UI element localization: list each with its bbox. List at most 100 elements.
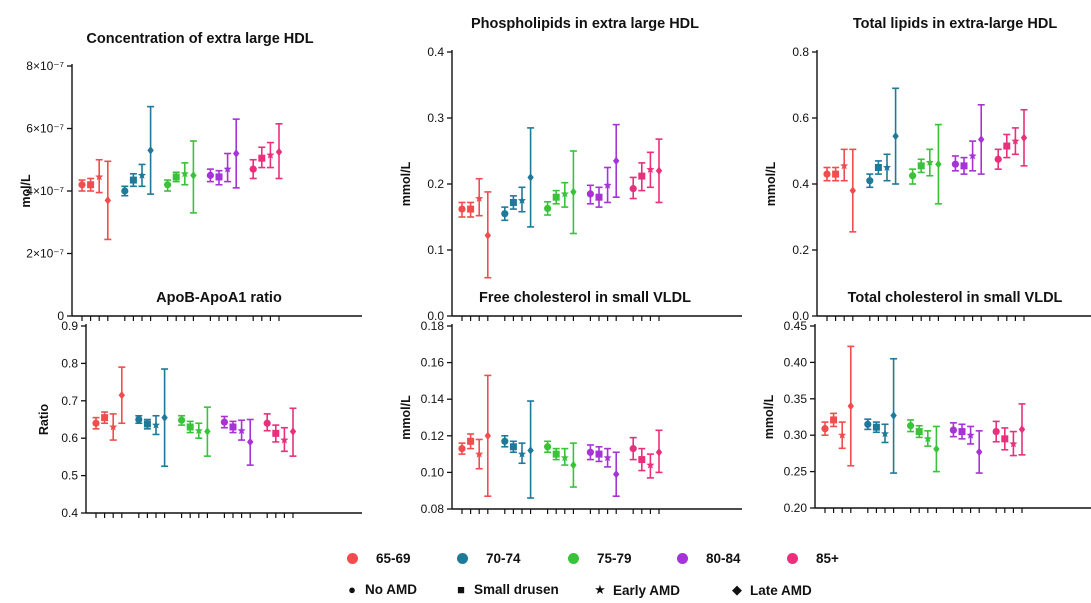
chart-title: Total lipids in extra-large HDL	[853, 16, 1058, 32]
y-tick-label: 0.35	[784, 392, 808, 406]
chart-panel-1: Concentration of extra large HDL mol/L 0 2×…	[19, 31, 362, 323]
chart-panel-5: Free cholesterol in small VLDL mmol/L 0.08…	[399, 290, 742, 516]
y-tick-label: 0.10	[421, 465, 445, 479]
color-dot-icon	[457, 553, 468, 564]
point-75-79-square	[552, 450, 560, 458]
point-65-69-diamond	[849, 186, 856, 195]
point-80-84-square	[215, 173, 223, 181]
point-85+-diamond	[655, 448, 663, 457]
point-70-74-diamond	[161, 413, 168, 422]
point-75-79-diamond	[933, 444, 940, 454]
point-65-69-star	[95, 172, 104, 181]
y-tick-label: 0.25	[784, 465, 808, 479]
point-75-79-circle	[544, 443, 552, 451]
color-dot-icon	[347, 553, 358, 564]
point-65-69-circle	[458, 205, 466, 213]
point-65-69-star	[838, 431, 847, 439]
point-85+-square	[1001, 435, 1009, 443]
point-75-79-square	[172, 173, 180, 181]
point-80-84-diamond	[613, 470, 620, 479]
legend-item-no-amd: ● No AMD	[345, 582, 417, 597]
point-75-79-circle	[544, 204, 552, 213]
legend-label: Late AMD	[750, 582, 812, 598]
point-70-74-circle	[501, 437, 509, 445]
point-85+-star	[646, 165, 655, 173]
point-85+-circle	[249, 165, 257, 173]
point-65-69-circle	[458, 445, 466, 453]
y-tick-label: 0.4	[61, 506, 78, 520]
legend-label: 80-84	[706, 551, 741, 566]
chart-panel-3: Total lipids in extra-large HDL mmol/L 0.0…	[764, 16, 1091, 323]
point-80-84-circle	[206, 171, 214, 179]
point-85+-circle	[629, 185, 637, 193]
point-70-74-circle	[121, 187, 129, 195]
legend-item-65-69: 65-69	[347, 551, 411, 566]
y-tick-label: 4×10⁻⁷	[26, 184, 64, 198]
y-tick-label: 0.12	[421, 429, 445, 443]
legend-label: 75-79	[597, 551, 632, 566]
point-75-79-star	[560, 189, 569, 198]
point-80-84-diamond	[978, 135, 985, 144]
point-65-69-diamond	[484, 431, 491, 440]
point-65-69-circle	[78, 181, 86, 189]
y-tick-label: 0.40	[784, 355, 808, 369]
point-65-69-diamond	[104, 196, 111, 205]
point-65-69-diamond	[484, 231, 491, 240]
point-85+-circle	[629, 445, 637, 453]
y-tick-label: 0.20	[784, 501, 808, 515]
point-65-69-circle	[92, 419, 100, 427]
point-75-79-square	[917, 162, 925, 170]
square-icon: ■	[457, 582, 465, 597]
y-tick-label: 0.8	[61, 356, 78, 370]
point-70-74-star	[518, 449, 526, 458]
color-dot-icon	[568, 553, 579, 564]
point-80-84-square	[595, 450, 603, 458]
y-tick-label: 0.2	[427, 177, 444, 191]
point-70-74-diamond	[147, 146, 154, 155]
chart-title: Free cholesterol in small VLDL	[479, 290, 691, 306]
point-80-84-diamond	[247, 437, 254, 447]
point-65-69-star	[475, 194, 484, 202]
chart-panel-6: Total cholesterol in small VLDL mmol/L 0.2…	[762, 290, 1091, 515]
point-75-79-diamond	[204, 427, 211, 436]
y-tick-label: 0.30	[784, 428, 808, 442]
point-80-84-circle	[586, 190, 595, 198]
point-65-69-star	[475, 449, 484, 458]
point-85+-star	[1011, 136, 1020, 145]
point-70-74-square	[874, 164, 882, 171]
point-85+-square	[638, 172, 646, 180]
point-65-69-square	[830, 416, 838, 424]
point-70-74-diamond	[892, 131, 899, 141]
point-75-79-star	[923, 434, 932, 443]
y-axis-label: mmol/L	[399, 161, 413, 206]
point-80-84-star	[223, 164, 232, 173]
point-85+-square	[258, 154, 266, 162]
point-80-84-circle	[220, 418, 228, 426]
chart-title: Concentration of extra large HDL	[86, 31, 313, 47]
legend-item-75-79: 75-79	[568, 551, 632, 566]
point-70-74-square	[143, 420, 151, 428]
legend-item-late-amd: ◆ Late AMD	[730, 582, 812, 598]
point-80-84-star	[966, 431, 975, 439]
point-65-69-circle	[823, 170, 831, 178]
point-85+-diamond	[655, 166, 663, 175]
point-65-69-square	[467, 205, 475, 213]
point-85+-diamond	[1018, 425, 1026, 434]
point-65-69-star	[109, 422, 118, 431]
legend-item-85+: 85+	[787, 551, 839, 566]
point-70-74-circle	[135, 415, 143, 424]
point-85+-square	[272, 429, 280, 437]
point-80-84-star	[968, 151, 977, 160]
point-75-79-diamond	[570, 460, 577, 470]
point-70-74-square	[509, 443, 517, 451]
y-tick-label: 0.08	[421, 502, 445, 516]
legend-item-small-drusen: ■ Small drusen	[454, 582, 559, 597]
point-85+-star	[1009, 439, 1018, 448]
point-85+-star	[280, 435, 289, 444]
figure-canvas: Concentration of extra large HDL mol/L 0 2×…	[19, 16, 1091, 520]
y-tick-label: 0.14	[421, 392, 445, 406]
chart-panel-2: Phospholipids in extra large HDL mmol/L 0.…	[399, 16, 742, 323]
point-85+-diamond	[289, 427, 297, 436]
chart-title: Total cholesterol in small VLDL	[848, 290, 1063, 306]
y-tick-label: 0.0	[427, 309, 444, 323]
